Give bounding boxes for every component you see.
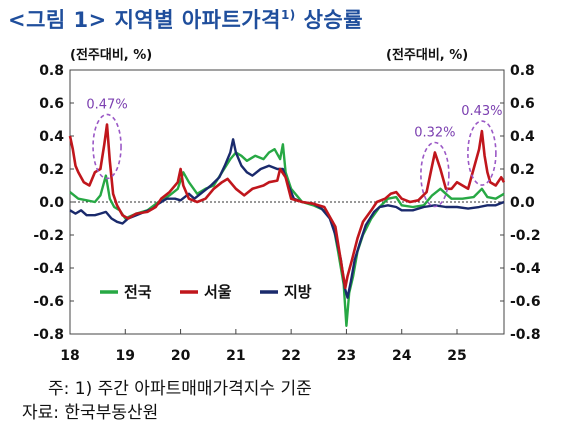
- source-note: 자료: 한국부동산원: [22, 403, 159, 423]
- chart-annotations: 0.47% 0.32% 0.43%: [86, 97, 503, 208]
- y-tick-label-right: 0.8: [510, 63, 535, 79]
- annotation-label: 0.47%: [86, 97, 127, 112]
- x-tick-label: 24: [392, 348, 412, 364]
- chart-legend: 전국 서울 지방: [100, 283, 312, 301]
- annotation-label: 0.32%: [414, 126, 455, 141]
- x-tick-label: 23: [337, 348, 356, 364]
- title-suffix: 상승률: [295, 8, 364, 32]
- y-tick-label-left: 0.4: [39, 129, 64, 145]
- y-tick-label-left: 0.6: [39, 96, 64, 112]
- annotation-label: 0.43%: [461, 104, 502, 119]
- right-axis-unit: (전주대비, %): [386, 48, 469, 63]
- annotation-ellipse: [92, 113, 122, 180]
- x-tick-label: 20: [171, 348, 191, 364]
- x-tick-label: 25: [447, 348, 466, 364]
- legend-label: 전국: [124, 283, 152, 301]
- x-tick-label: 19: [116, 348, 135, 364]
- y-tick-label-right: -0.2: [510, 228, 541, 244]
- y-tick-label-right: 0.6: [510, 96, 535, 112]
- x-tick-label: 22: [281, 348, 300, 364]
- annotation-ellipse: [420, 141, 450, 208]
- title-main: <그림 1> 지역별 아파트가격: [8, 8, 281, 32]
- footnote: 주: 1) 주간 아파트매매가격지수 기준: [48, 379, 312, 399]
- annotation-ellipse: [467, 120, 497, 186]
- y-tick-label-left: -0.8: [33, 327, 64, 343]
- legend-label: 지방: [284, 283, 312, 301]
- y-tick-label-left: 0.2: [39, 162, 64, 178]
- y-tick-label-right: 0.2: [510, 162, 535, 178]
- x-tick-label: 18: [60, 348, 79, 364]
- y-tick-label-left: -0.2: [33, 228, 64, 244]
- series-line-seoul: [68, 123, 506, 290]
- line-chart: 0.8 0.8 0.6 0.6 0.4 0.4 0.2 0.2 0.0 0.0 -0.2 -0.2 -0…: [33, 63, 540, 364]
- legend-label: 서울: [204, 283, 232, 301]
- chart-axes: 0.8 0.8 0.6 0.6 0.4 0.4 0.2 0.2 0.0 0.0 -0.2 -0.2 -0…: [33, 63, 540, 364]
- y-tick-label-left: -0.6: [33, 294, 64, 310]
- y-tick-label-left: -0.4: [33, 261, 64, 277]
- title-footnote-mark: 1): [280, 8, 296, 22]
- y-tick-label-left: 0.0: [39, 195, 64, 211]
- y-tick-label-right: 0.4: [510, 129, 535, 145]
- y-tick-label-right: -0.8: [510, 327, 541, 343]
- y-tick-label-right: -0.4: [510, 261, 541, 277]
- x-tick-label: 21: [226, 348, 245, 364]
- left-axis-unit: (전주대비, %): [70, 48, 153, 63]
- y-tick-label-left: 0.8: [39, 63, 64, 79]
- y-tick-label-right: -0.6: [510, 294, 541, 310]
- y-tick-label-right: 0.0: [510, 195, 535, 211]
- chart-series-lines: [68, 123, 506, 327]
- chart-title: <그림 1> 지역별 아파트가격1) 상승률: [8, 4, 363, 34]
